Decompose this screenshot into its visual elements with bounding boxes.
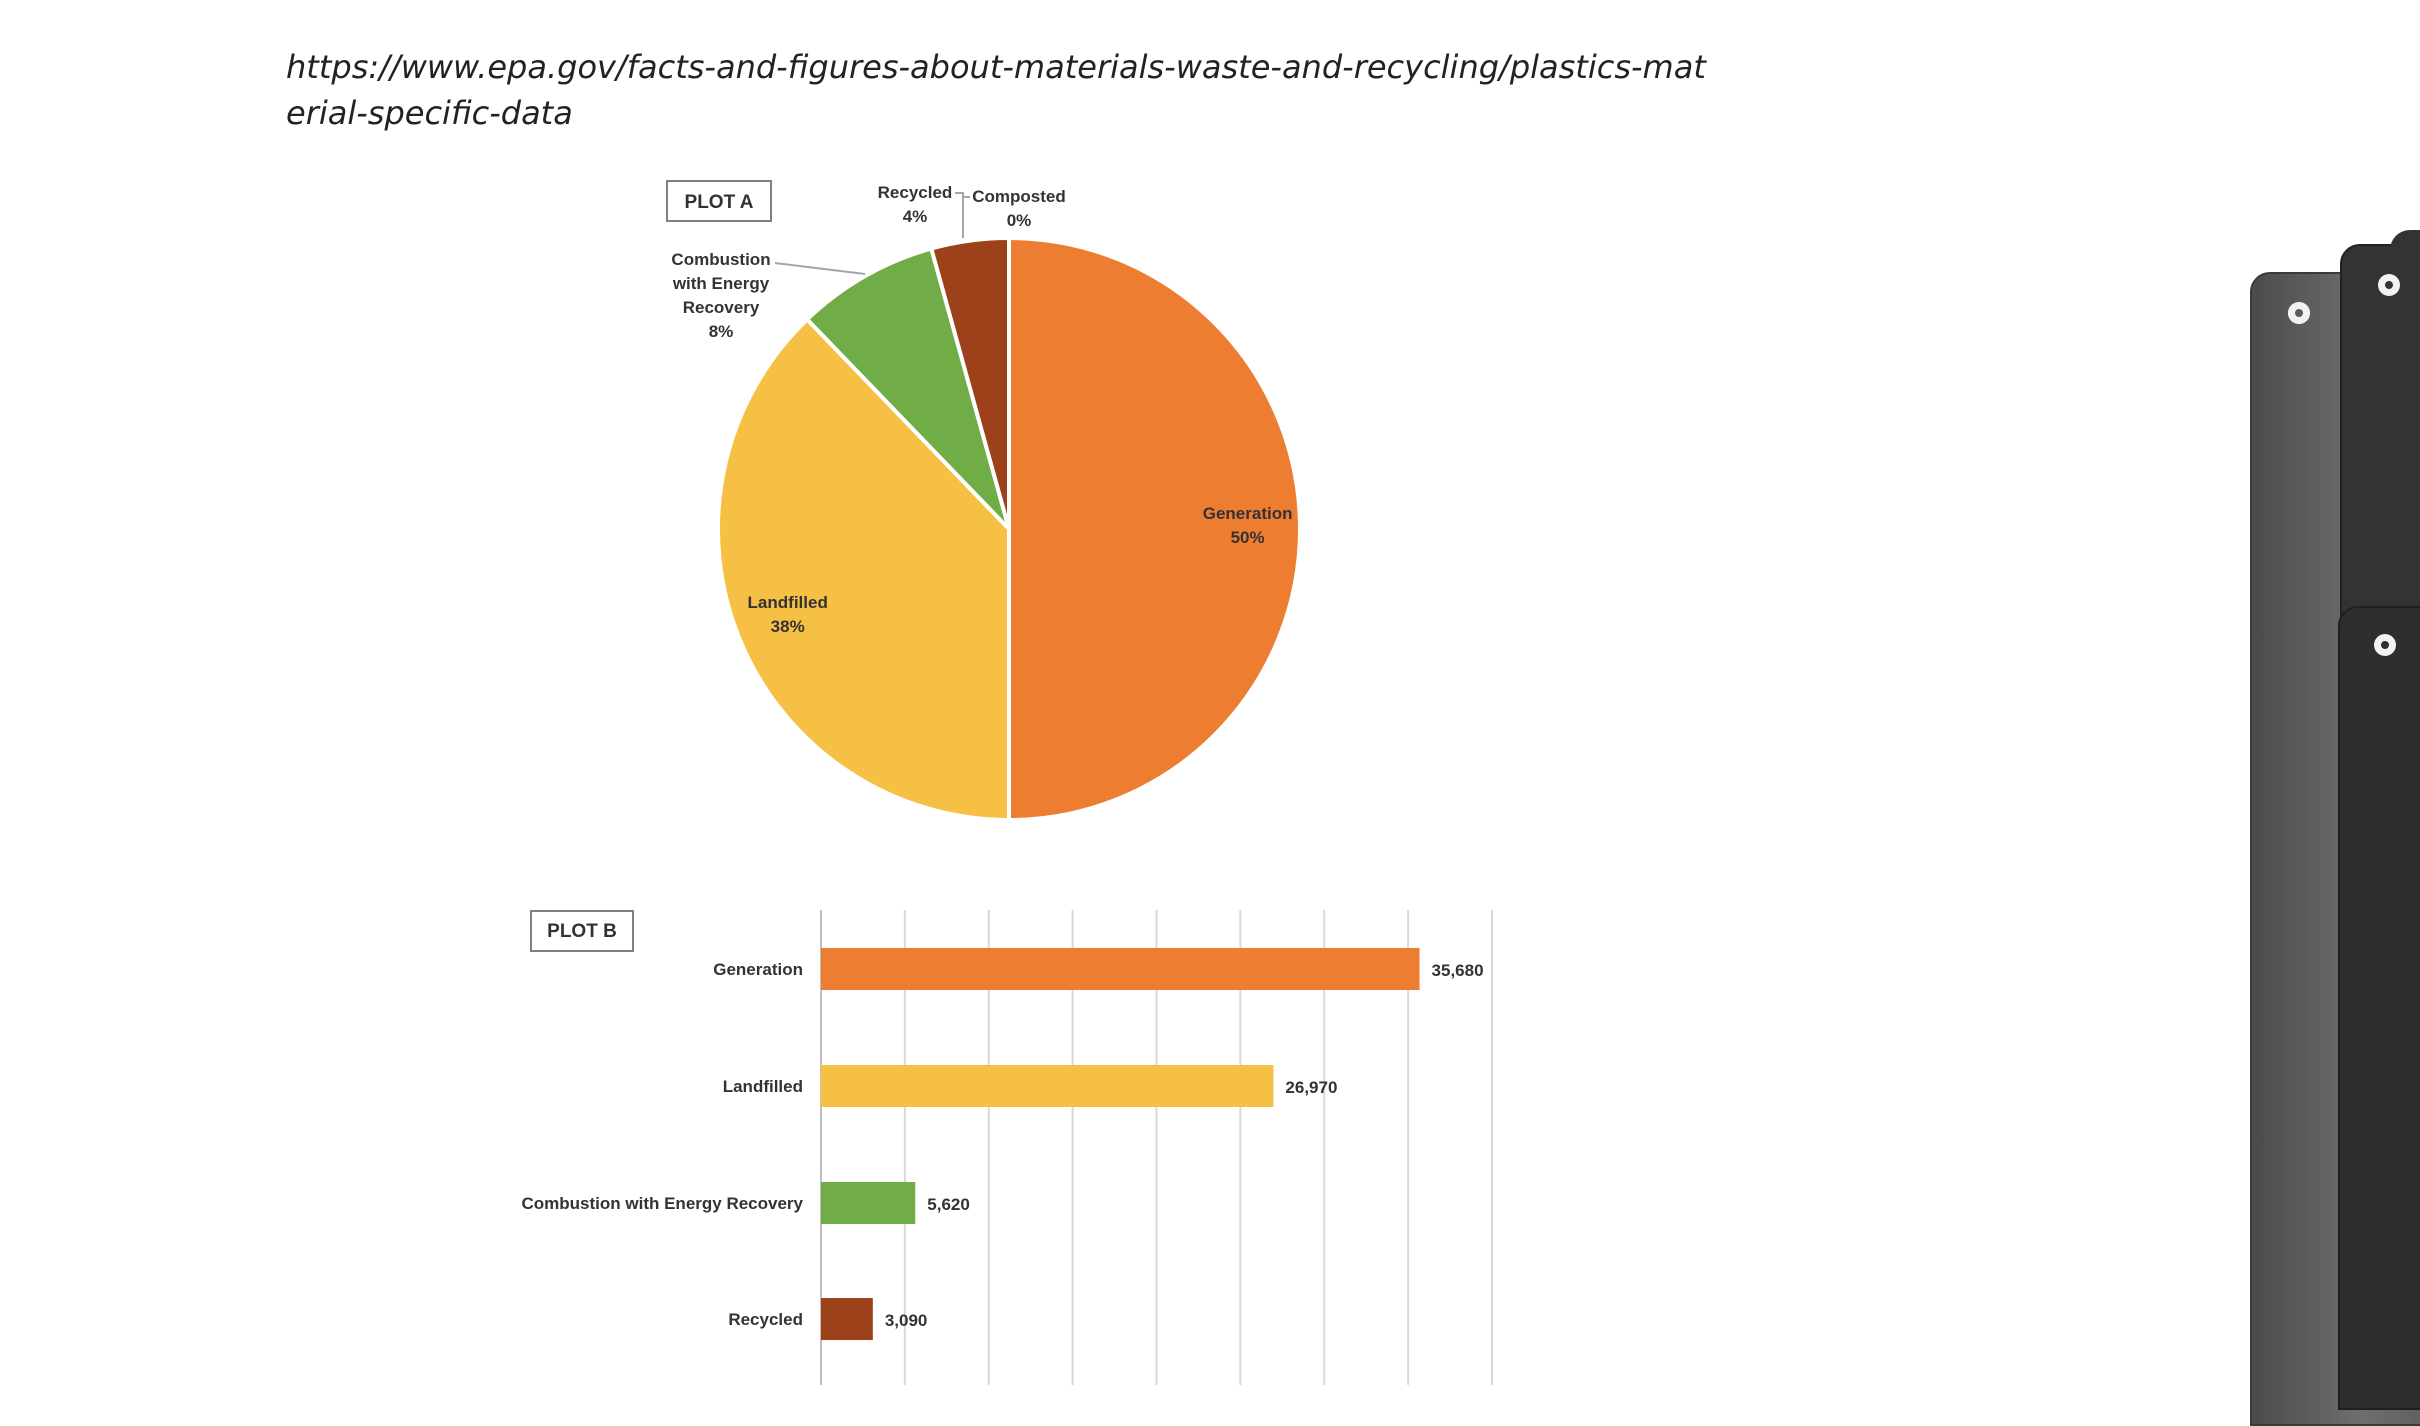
bar-value-label: 3,090	[885, 1311, 928, 1330]
pie-label-combustion: Combustion with Energy Recovery 8%	[671, 250, 770, 341]
pie-label-landfilled: Landfilled 38%	[748, 593, 828, 636]
pin-icon	[2374, 634, 2396, 656]
bar-chart: PLOT B Generation 35,680 Landfilled 26,970 C…	[522, 910, 1493, 1385]
plot-a-title: PLOT A	[685, 192, 754, 213]
bar-value-label: 26,970	[1285, 1078, 1337, 1097]
bar-value-label: 35,680	[1432, 961, 1484, 980]
pie-slice-landfilled	[716, 316, 1011, 823]
charts-canvas: PLOT A Generation 50% Landfilled 38% Combust…	[522, 180, 1493, 1385]
pie-slice-recycled	[928, 235, 1011, 530]
side-panel-top-edge	[2390, 230, 2420, 260]
pie-label-recycled: Recycled 4%	[878, 183, 953, 226]
bar-category-label: Generation	[713, 960, 803, 979]
pin-icon	[2288, 302, 2310, 324]
bar-category-label: Combustion with Energy Recovery	[522, 1194, 804, 1213]
bar-category-label: Landfilled	[723, 1077, 803, 1096]
pin-icon	[2378, 274, 2400, 296]
bar-recycled	[821, 1298, 873, 1340]
pie-leader-composted	[962, 196, 970, 238]
pie-leader-combustion	[774, 262, 866, 275]
bar-generation	[821, 948, 1420, 990]
bar-landfilled	[821, 1065, 1274, 1107]
pie-chart: PLOT A Generation 50% Landfilled 38% Combust…	[666, 180, 1302, 823]
pie-slice-combustion-with-energy-recovery	[804, 246, 1011, 531]
bar-combustion-with-energy-recovery	[821, 1182, 916, 1224]
bar-value-label: 5,620	[927, 1195, 970, 1214]
source-url[interactable]: https://www.epa.gov/facts-and-figures-ab…	[286, 48, 1706, 132]
plot-b-title: PLOT B	[547, 921, 617, 942]
pie-label-generation: Generation 50%	[1203, 504, 1293, 547]
side-panel-lower[interactable]	[2338, 606, 2420, 1410]
bar-category-label: Recycled	[728, 1310, 803, 1329]
pie-leader-recycled	[955, 192, 964, 236]
plot-b-title-box	[530, 910, 634, 952]
pie-slice-generation	[1007, 235, 1302, 823]
plot-a-title-box	[666, 180, 772, 222]
pie-label-composted: Composted 0%	[972, 187, 1066, 230]
